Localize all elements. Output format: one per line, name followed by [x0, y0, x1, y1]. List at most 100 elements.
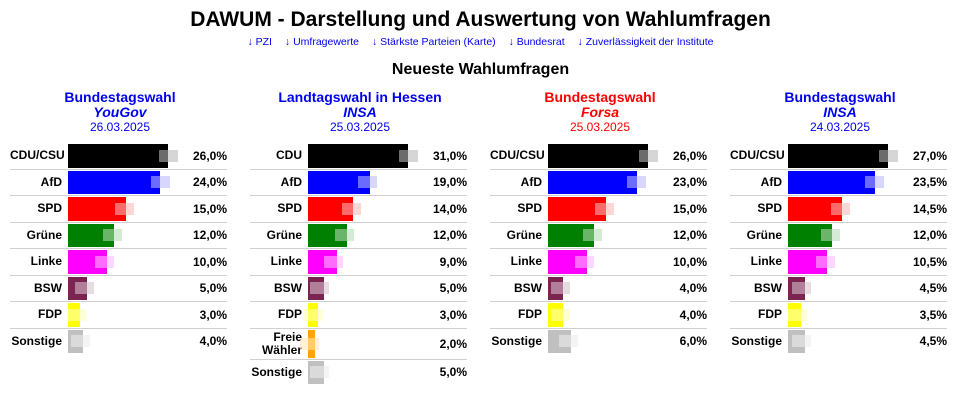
party-row: CDU/CSU 26,0% — [490, 143, 707, 170]
previous-result-marker — [67, 308, 87, 321]
party-value: 12,0% — [672, 228, 707, 243]
poll-election: Bundestagswahl — [64, 89, 176, 105]
party-row: BSW 5,0% — [10, 276, 227, 302]
party-bar — [308, 197, 354, 221]
poll-card[interactable]: Landtagswahl in Hessen INSA 25.03.2025 C… — [240, 89, 480, 385]
link-bundesrat[interactable]: ↓ Bundesrat — [508, 36, 565, 48]
party-row: Sonstige 4,5% — [730, 329, 947, 355]
party-row: Sonstige 5,0% — [250, 360, 467, 386]
poll-card[interactable]: Bundestagswahl YouGov 26.03.2025 CDU/CSU… — [0, 89, 240, 385]
party-bar — [788, 144, 888, 168]
party-name: FDP — [758, 307, 782, 322]
poll-card[interactable]: Bundestagswahl Forsa 25.03.2025 CDU/CSU 2… — [480, 89, 720, 385]
party-value: 2,0% — [439, 336, 467, 351]
poll-header[interactable]: Bundestagswahl YouGov 26.03.2025 — [0, 89, 240, 143]
bar-track — [548, 249, 658, 275]
party-row: Grüne 12,0% — [10, 223, 227, 249]
party-name: FDP — [278, 307, 302, 322]
party-row: CDU/CSU 27,0% — [730, 143, 947, 170]
party-bar — [68, 197, 126, 221]
bar-track — [788, 143, 898, 169]
poll-header[interactable]: Landtagswahl in Hessen INSA 25.03.2025 — [240, 89, 480, 143]
party-name: AfD — [520, 174, 542, 189]
bar-track — [308, 276, 418, 302]
party-bar — [548, 144, 648, 168]
party-row: SPD 15,0% — [490, 196, 707, 223]
party-row: AfD 23,5% — [730, 170, 947, 196]
poll-card[interactable]: Bundestagswahl INSA 24.03.2025 CDU/CSU 27… — [720, 89, 960, 385]
previous-result-marker — [94, 255, 114, 268]
party-bar — [308, 360, 325, 384]
poll-date: 26.03.2025 — [89, 120, 151, 134]
party-bar — [68, 329, 84, 353]
previous-result-marker — [879, 149, 898, 162]
previous-result-marker — [559, 335, 578, 348]
party-bar — [788, 197, 842, 221]
poll-results: CDU/CSU 26,0% AfD 23,0% SPD 15,0% Grüne 12,0% Li… — [490, 143, 707, 354]
party-value: 4,0% — [679, 281, 707, 296]
previous-result-marker — [792, 335, 811, 348]
previous-result-marker — [150, 176, 170, 189]
link-umfragewerte[interactable]: ↓ Umfragewerte — [284, 36, 360, 48]
party-bar — [68, 144, 168, 168]
bar-track — [68, 249, 178, 275]
party-value: 26,0% — [192, 148, 227, 163]
bar-track — [787, 302, 898, 328]
previous-result-marker — [639, 149, 658, 162]
poll-header[interactable]: Bundestagswahl INSA 24.03.2025 — [720, 89, 960, 143]
party-name: Linke — [270, 254, 302, 269]
party-bar — [788, 250, 827, 274]
bar-track — [548, 223, 658, 249]
party-value: 3,5% — [919, 307, 947, 322]
previous-result-marker — [334, 229, 354, 242]
bar-track — [548, 329, 658, 355]
poll-header[interactable]: Bundestagswahl Forsa 25.03.2025 — [480, 89, 720, 143]
party-value: 15,0% — [192, 201, 227, 216]
party-bar — [548, 276, 564, 300]
previous-result-marker — [594, 202, 614, 215]
bar-track — [68, 170, 178, 196]
party-value: 31,0% — [432, 148, 467, 163]
party-row: AfD 23,0% — [490, 170, 707, 196]
party-row: Linke 10,0% — [490, 249, 707, 276]
bar-track — [67, 302, 178, 328]
previous-result-marker — [341, 202, 361, 215]
poll-date: 25.03.2025 — [329, 120, 391, 134]
party-name: CDU/CSU — [10, 148, 65, 163]
bar-track — [548, 276, 658, 302]
party-bar — [308, 223, 347, 247]
party-value: 5,0% — [439, 281, 467, 296]
party-name: SPD — [37, 201, 62, 216]
party-name: Sonstige — [731, 333, 782, 348]
party-row: FDP 3,5% — [730, 302, 947, 329]
poll-date: 25.03.2025 — [569, 120, 631, 134]
party-row: SPD 14,0% — [250, 196, 467, 223]
party-value: 15,0% — [672, 201, 707, 216]
party-name: AfD — [280, 174, 302, 189]
party-value: 10,0% — [192, 254, 227, 269]
bar-track — [68, 143, 178, 169]
party-name: SPD — [277, 201, 302, 216]
party-value: 9,0% — [439, 254, 467, 269]
party-bar — [68, 303, 80, 327]
party-row: BSW 5,0% — [250, 276, 467, 302]
party-name: BSW — [754, 280, 782, 295]
party-value: 14,0% — [432, 201, 467, 216]
section-title: Neueste Wahlumfragen — [391, 61, 570, 78]
party-row: FDP 3,0% — [10, 302, 227, 329]
party-name: CDU — [276, 148, 302, 163]
link-pzi[interactable]: ↓ PZI — [247, 36, 272, 48]
party-row: SPD 15,0% — [10, 196, 227, 223]
party-bar — [788, 303, 801, 327]
party-name: Linke — [750, 254, 782, 269]
party-name: Sonstige — [11, 333, 62, 348]
link-staerkste-parteien[interactable]: ↓ Stärkste Parteien (Karte) — [371, 36, 496, 48]
bar-track — [308, 196, 418, 222]
previous-result-marker — [358, 176, 378, 189]
bar-track — [548, 170, 658, 196]
party-name: BSW — [34, 280, 62, 295]
link-zuverlaessigkeit[interactable]: ↓ Zuverlässigkeit der Institute — [577, 36, 714, 48]
previous-result-marker — [864, 176, 884, 189]
previous-result-marker — [399, 149, 418, 162]
party-value: 3,0% — [439, 307, 467, 322]
